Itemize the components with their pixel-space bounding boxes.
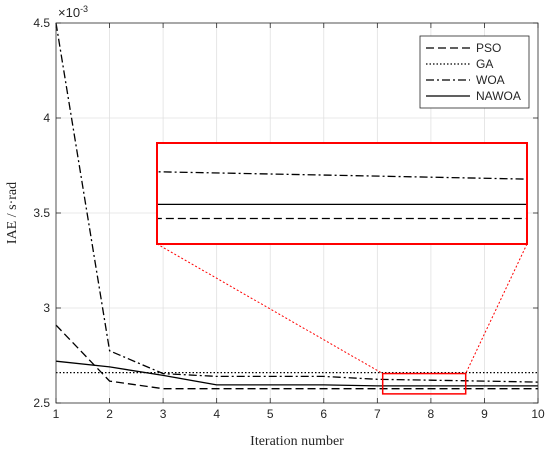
- inset-frame: [156, 142, 528, 245]
- y-tick-label: 4.5: [33, 16, 50, 30]
- inset-series-group: [157, 171, 527, 220]
- legend-label-ga: GA: [476, 57, 493, 71]
- ticks-layer: 1 2 3 4 5 6 7 8 9 10 2.5 3 3.5 4 4.5: [33, 16, 545, 421]
- inset-background: [157, 143, 527, 244]
- legend: PSO GA WOA NAWOA: [419, 35, 530, 109]
- x-tick-label: 6: [320, 407, 327, 421]
- y-exponent-label: ×10-3: [58, 4, 88, 20]
- y-axis-label: IAE / s·rad: [5, 182, 20, 244]
- x-tick-label: 1: [53, 407, 60, 421]
- x-tick-label: 9: [481, 407, 488, 421]
- legend-label-nawoa: NAWOA: [476, 89, 521, 103]
- inset-line-woa: [157, 171, 527, 180]
- y-tick-label: 2.5: [33, 396, 50, 410]
- x-tick-label: 4: [213, 407, 220, 421]
- y-tick-label: 3.5: [33, 206, 50, 220]
- x-tick-label: 10: [531, 407, 545, 421]
- series-line-pso: [55, 324, 538, 390]
- inset-line-pso: [157, 217, 527, 220]
- x-axis-label: Iteration number: [250, 434, 344, 449]
- series-line-nawoa: [55, 360, 538, 387]
- x-tick-label: 8: [428, 407, 435, 421]
- x-tick-label: 2: [106, 407, 113, 421]
- inset-layer: [156, 142, 528, 395]
- zoom-region-box: [381, 372, 467, 395]
- inset-line-nawoa: [157, 203, 527, 206]
- x-tick-label: 5: [267, 407, 274, 421]
- series-line-woa: [55, 22, 539, 383]
- legend-label-woa: WOA: [476, 73, 505, 87]
- y-tick-label: 4: [43, 111, 50, 125]
- y-tick-label: 3: [43, 301, 50, 315]
- x-tick-label: 7: [374, 407, 381, 421]
- x-tick-label: 3: [160, 407, 167, 421]
- zoom-connector-left: [156, 243, 383, 374]
- legend-label-pso: PSO: [476, 41, 501, 55]
- series-layer: [55, 22, 539, 390]
